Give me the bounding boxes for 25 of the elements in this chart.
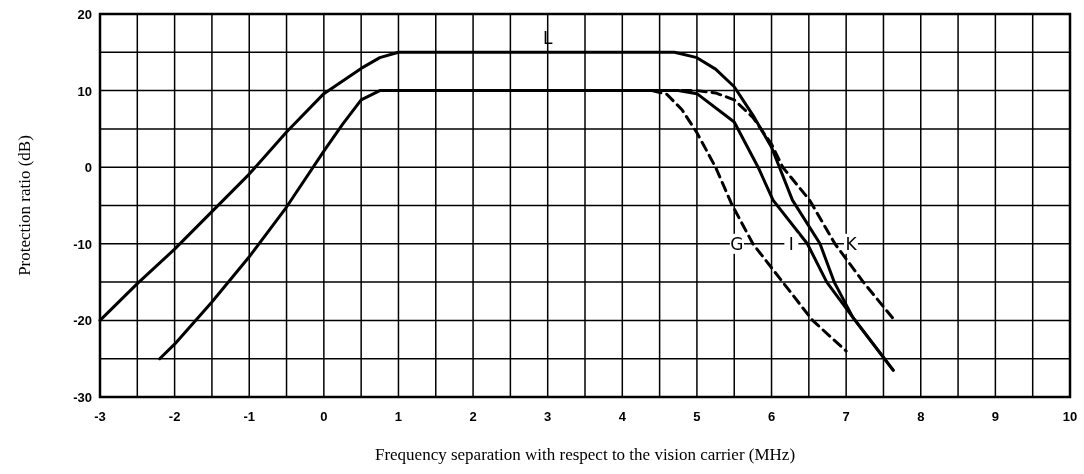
- x-tick-label: 2: [469, 409, 477, 424]
- x-tick-label: -1: [243, 409, 256, 424]
- y-tick-label: -30: [73, 390, 92, 405]
- y-tick-label: 10: [77, 83, 92, 99]
- x-tick-label: 4: [618, 409, 627, 424]
- y-axis-title: Protection ratio (dB): [15, 135, 34, 276]
- x-tick-label: 7: [842, 409, 850, 424]
- x-tick-label: 10: [1062, 409, 1078, 424]
- series-label: I: [788, 233, 794, 254]
- x-tick-label: 6: [767, 409, 776, 424]
- x-axis-title: Frequency separation with respect to the vision carrier (MHz): [374, 445, 796, 464]
- y-tick-label: 20: [77, 7, 92, 22]
- y-tick-label: 0: [84, 160, 92, 176]
- x-tick-label: 5: [693, 409, 701, 424]
- x-tick-label: 0: [320, 409, 328, 424]
- x-tick-label: 8: [917, 409, 925, 424]
- x-tick-label: 1: [394, 409, 403, 424]
- x-tick-label: -3: [94, 409, 106, 424]
- series-label: K: [845, 233, 858, 254]
- x-tick-label: 3: [544, 409, 552, 424]
- y-tick-label: -10: [73, 236, 92, 252]
- x-tick-label: 9: [991, 409, 999, 424]
- series-label: G: [730, 233, 744, 254]
- x-tick-label: -2: [168, 409, 181, 424]
- y-tick-label: -20: [73, 313, 92, 329]
